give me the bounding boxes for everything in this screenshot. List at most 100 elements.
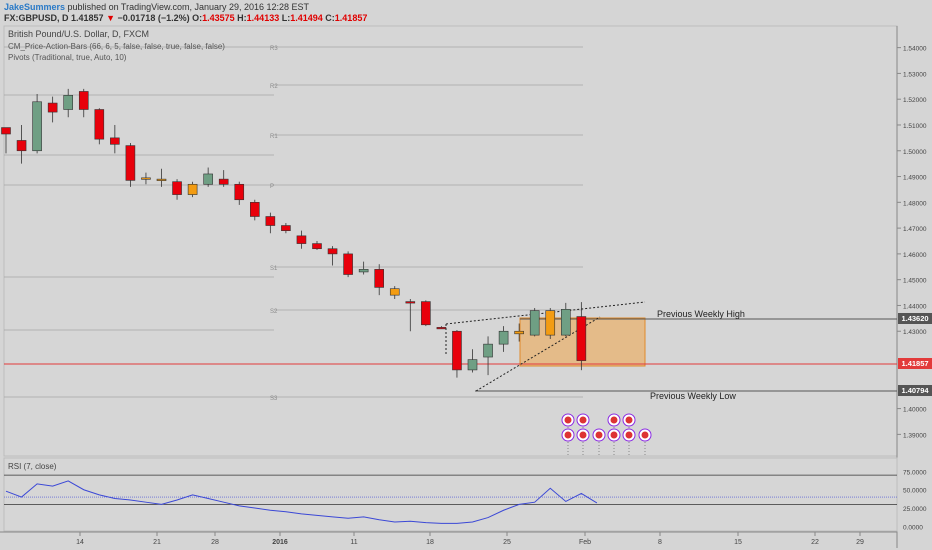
candle-body xyxy=(203,173,213,185)
high-label: H: xyxy=(237,13,247,23)
time-tick-label: 15 xyxy=(734,539,742,546)
candle-body xyxy=(576,316,587,361)
candle-body xyxy=(234,183,245,201)
time-tick-label: 28 xyxy=(211,539,219,546)
pivot-label: S3 xyxy=(270,396,278,402)
price-tick-label: 1.43000 xyxy=(903,329,927,336)
pivot-label: P xyxy=(270,184,274,190)
rsi-tick-label: 25.0000 xyxy=(903,506,927,513)
candle-body xyxy=(16,140,27,152)
pivot-label: R1 xyxy=(270,134,278,140)
pivot-lines: R3 R2 R1 P S1 S2 S3 xyxy=(4,46,583,402)
price-tick-label: 1.47000 xyxy=(903,226,927,233)
rsi-tick-label: 50.0000 xyxy=(903,488,927,495)
candle-body xyxy=(250,202,260,217)
high-value: 1.44133 xyxy=(246,13,280,23)
time-tick-label: Feb xyxy=(579,539,591,546)
candle-body xyxy=(405,301,416,304)
price-tick-label: 1.52000 xyxy=(903,97,927,104)
prev-weekly-high-label: Previous Weekly High xyxy=(657,309,745,319)
candle-body xyxy=(94,109,105,140)
rsi-title: RSI (7, close) xyxy=(8,462,57,471)
time-tick-label: 21 xyxy=(153,539,161,546)
candle-body xyxy=(452,330,462,371)
indicator-price-action: CM_Price-Action-Bars (66, 6, 5, false, f… xyxy=(8,42,225,51)
low-value: 1.41494 xyxy=(290,13,323,23)
main-pane xyxy=(3,25,898,457)
price-tick-label: 1.46000 xyxy=(903,252,927,259)
candle-body xyxy=(296,235,307,244)
economic-events[interactable] xyxy=(561,413,652,456)
flag-center-icon xyxy=(579,431,587,439)
candle-body xyxy=(32,101,42,152)
pivot-label: S1 xyxy=(270,266,278,272)
rsi-series-line xyxy=(5,480,598,524)
rsi-indicator: 75.0000 50.0000 25.0000 0.0000 xyxy=(4,469,927,531)
candle-body xyxy=(156,178,167,181)
prev-weekly-low-value: 1.40794 xyxy=(901,386,929,395)
price-tick-label: 1.48000 xyxy=(903,200,927,207)
candle-body xyxy=(545,310,556,336)
publish-text: published on TradingView.com, January 29… xyxy=(65,2,310,12)
low-label: L: xyxy=(281,13,291,23)
ohlc-line: FX:GBPUSD, D 1.41857 ▼ −0.01718 (−1.2%) … xyxy=(4,13,367,23)
chart-title: British Pound/U.S. Dollar, D, FXCM xyxy=(8,29,149,39)
candle-body xyxy=(1,127,11,135)
candle-body xyxy=(327,248,338,255)
candle-body xyxy=(187,183,198,195)
flag-center-icon xyxy=(564,431,572,439)
rsi-tick-label: 0.0000 xyxy=(903,524,923,531)
time-tick-label: 29 xyxy=(856,539,864,546)
candle-body xyxy=(560,309,571,336)
price-tick-label: 1.53000 xyxy=(903,71,927,78)
publish-info: JakeSummers published on TradingView.com… xyxy=(4,2,309,12)
close-label: C: xyxy=(325,13,335,23)
candle-body xyxy=(172,181,182,195)
rsi-tick-label: 75.0000 xyxy=(903,469,927,476)
flag-center-icon xyxy=(610,431,618,439)
indicator-pivots: Pivots (Traditional, true, Auto, 10) xyxy=(8,53,127,62)
last-price-badge xyxy=(898,358,932,369)
flag-center-icon xyxy=(625,431,633,439)
price-axis xyxy=(897,26,932,456)
author-name[interactable]: JakeSummers xyxy=(4,2,66,12)
pivot-label: S2 xyxy=(270,309,278,315)
candle-body xyxy=(483,343,493,358)
close-value: 1.41857 xyxy=(334,13,368,23)
pivot-label: R2 xyxy=(270,84,278,90)
candle-body xyxy=(374,269,385,288)
candle-body xyxy=(47,102,58,113)
candle-body xyxy=(514,330,524,335)
candle-body xyxy=(63,95,74,110)
flag-center-icon xyxy=(595,431,603,439)
time-tick-label: 18 xyxy=(426,539,434,546)
last-price: 1.41857 xyxy=(71,13,104,23)
candle-body xyxy=(436,327,447,330)
flag-center-icon xyxy=(564,416,572,424)
candle-body xyxy=(312,243,322,250)
candle-body xyxy=(265,216,276,226)
price-tick-label: 1.50000 xyxy=(903,149,927,156)
price-tick-label: 1.49000 xyxy=(903,175,927,182)
candle-body xyxy=(467,359,478,371)
price-tick-label: 1.54000 xyxy=(903,46,927,53)
candle-body xyxy=(125,145,136,181)
price-change: −0.01718 (−1.2%) xyxy=(117,13,190,23)
flag-center-icon xyxy=(625,416,633,424)
open-value: 1.43575 xyxy=(202,13,235,23)
candle-body xyxy=(421,301,431,326)
flag-center-icon xyxy=(579,416,587,424)
down-arrow-icon: ▼ xyxy=(106,13,116,23)
symbol-label: FX:GBPUSD, D xyxy=(4,13,69,23)
flag-center-icon xyxy=(610,416,618,424)
candle-body xyxy=(218,178,229,185)
time-tick-label: 22 xyxy=(811,539,819,546)
price-tick-label: 1.44000 xyxy=(903,303,927,310)
prev-weekly-high-badge xyxy=(898,313,932,324)
candle-body xyxy=(281,225,291,231)
price-tick-label: 1.51000 xyxy=(903,123,927,130)
rsi-pane xyxy=(3,457,898,532)
candle-body xyxy=(498,330,509,345)
time-axis: 14 21 28 2016 11 18 25 Feb 8 15 22 29 xyxy=(76,532,864,546)
